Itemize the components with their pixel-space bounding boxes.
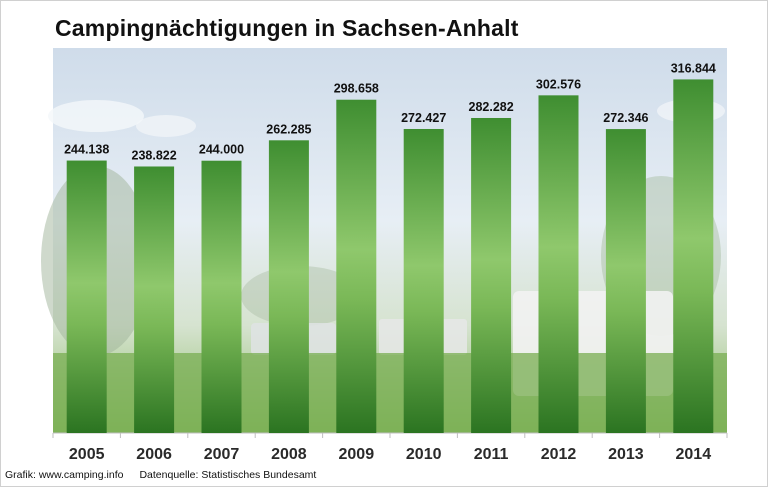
category-labels: 2005 2006 2007 2008 2009 2010 2011 2012 2013 2014 xyxy=(69,446,711,463)
category-label-2007: 2007 xyxy=(204,446,240,463)
bar-2007 xyxy=(201,160,242,433)
value-label-2012: 302.576 xyxy=(536,77,581,91)
category-label-2010: 2010 xyxy=(406,446,442,463)
value-label-2008: 262.285 xyxy=(266,122,311,136)
value-label-2007: 244.000 xyxy=(199,143,244,157)
category-label-2014: 2014 xyxy=(676,446,712,463)
background-cloud xyxy=(48,100,144,132)
value-labels: 244.138 238.822 244.000 262.285 298.658 272.4… xyxy=(64,61,716,162)
value-label-2006: 238.822 xyxy=(132,148,177,162)
bar-2014 xyxy=(673,79,714,433)
value-label-2005: 244.138 xyxy=(64,143,109,157)
footer-source: Datenquelle: Statistisches Bundesamt xyxy=(139,469,317,481)
bar-2013 xyxy=(605,129,646,434)
bar-2010 xyxy=(403,128,444,434)
bar-series xyxy=(66,79,714,434)
category-label-2012: 2012 xyxy=(541,446,577,463)
category-label-2006: 2006 xyxy=(136,446,172,463)
footer-credit: Grafik: www.camping.info xyxy=(5,469,124,481)
value-label-2014: 316.844 xyxy=(671,61,716,75)
background-cloud xyxy=(136,115,196,137)
value-label-2013: 272.346 xyxy=(603,111,648,125)
bar-2006 xyxy=(134,166,175,433)
chart-title: Campingnächtigungen in Sachsen-Anhalt xyxy=(55,15,519,41)
bar-2008 xyxy=(268,140,309,433)
bar-2011 xyxy=(471,117,512,433)
category-label-2008: 2008 xyxy=(271,446,307,463)
category-label-2011: 2011 xyxy=(474,446,509,463)
value-label-2011: 282.282 xyxy=(469,100,514,114)
bar-2009 xyxy=(336,99,377,433)
value-label-2010: 272.427 xyxy=(401,111,446,125)
category-label-2009: 2009 xyxy=(339,446,375,463)
value-label-2009: 298.658 xyxy=(334,82,379,96)
category-label-2005: 2005 xyxy=(69,446,105,463)
bar-2005 xyxy=(66,160,107,433)
category-label-2013: 2013 xyxy=(608,446,644,463)
chart-footer: Grafik: www.camping.info Datenquelle: Sta… xyxy=(5,469,316,481)
x-tick-marks xyxy=(52,433,728,438)
bar-2012 xyxy=(538,95,579,434)
